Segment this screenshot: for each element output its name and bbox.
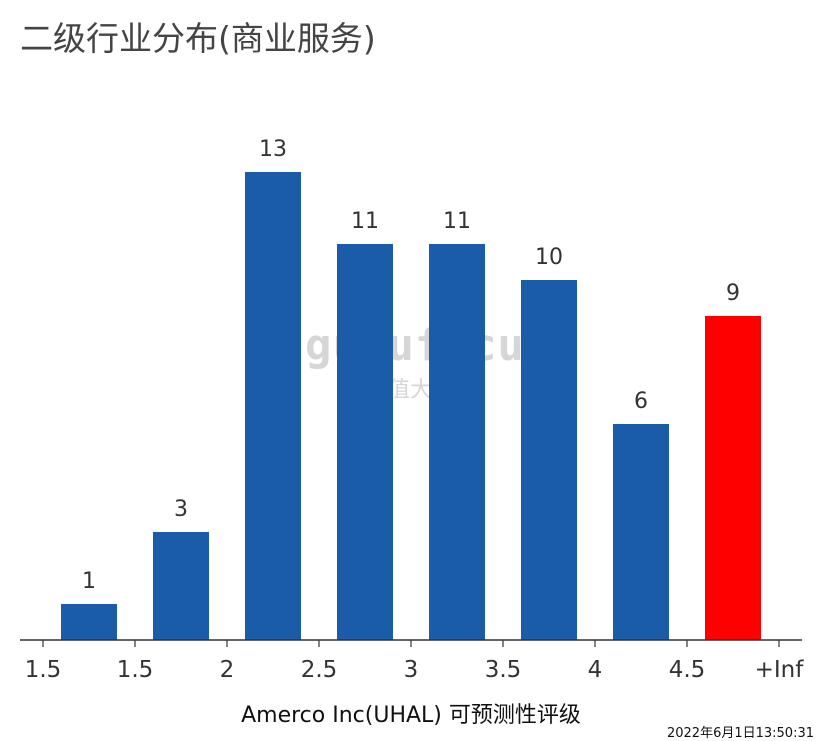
bar [153,532,209,640]
bar [705,316,761,640]
chart-title: 二级行业分布(商业服务) [20,19,376,58]
data-label: 11 [443,209,471,234]
data-label: 9 [726,281,740,306]
x-tick-label: 3.5 [485,657,522,683]
bar [521,280,577,640]
bar [245,172,301,640]
data-label: 13 [259,137,287,162]
x-tick-label: 4 [588,657,603,683]
x-tick-label: 2.5 [301,657,338,683]
bar [613,424,669,640]
data-label: 3 [174,497,188,522]
timestamp: 2022年6月1日13:50:31 [666,726,814,741]
bar [61,604,117,640]
x-tick-label: 4.5 [669,657,706,683]
x-tick-label: 2 [220,657,235,683]
x-tick-label: 1.5 [117,657,154,683]
data-label: 11 [351,209,379,234]
x-tick-label: 1.5 [25,657,62,683]
data-label: 10 [535,245,563,270]
bar [337,244,393,640]
bar [429,244,485,640]
x-tick-label: +Inf [755,657,805,683]
x-axis-label: Amerco Inc(UHAL) 可预测性评级 [241,703,581,728]
data-label: 6 [634,389,648,414]
data-label: 1 [82,569,96,594]
x-tick-label: 3 [404,657,419,683]
